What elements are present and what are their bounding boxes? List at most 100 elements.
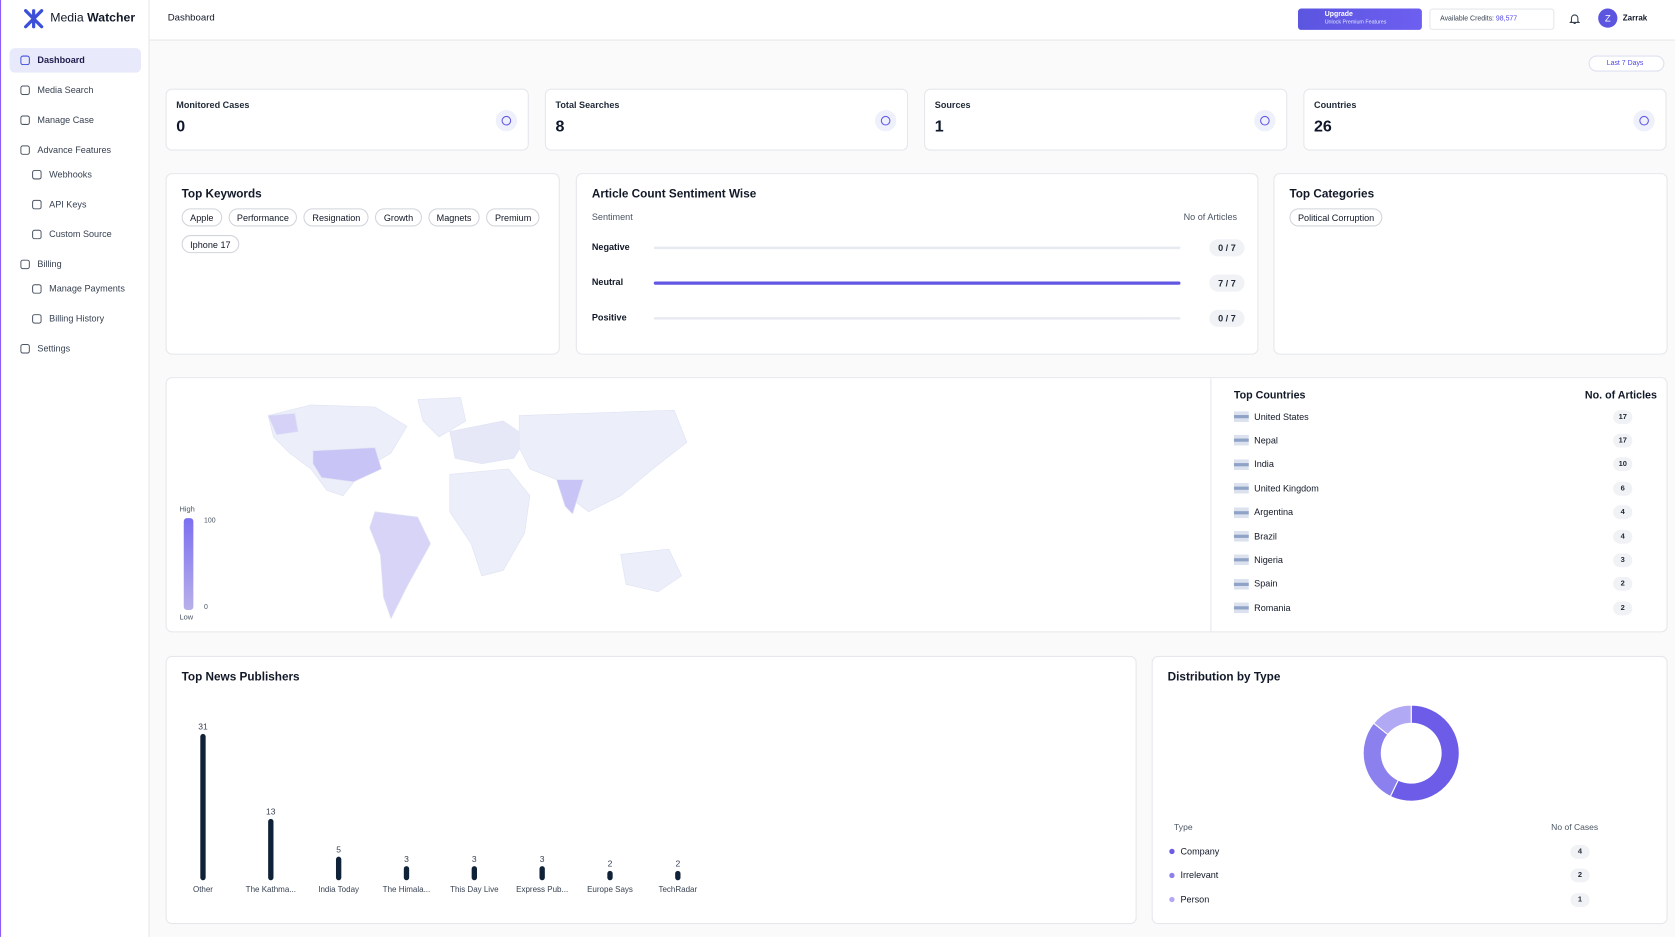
category-list: Political Corruption (1289, 207, 1658, 234)
country-count: 17 (1613, 409, 1633, 424)
legend-min: 0 (204, 604, 208, 611)
sentiment-count: 7 / 7 (1209, 274, 1245, 292)
nav-item[interactable]: Manage Payments (10, 277, 141, 302)
bar (607, 870, 613, 881)
nav-icon (32, 169, 42, 180)
sentiment-name: Neutral (591, 276, 624, 288)
stat-value: 26 (1314, 117, 1332, 136)
land (417, 397, 467, 438)
keyword-list: Apple Performance Resignation Growth Magnets… (181, 207, 551, 260)
nav-item[interactable]: Advance Features (10, 138, 141, 163)
nav-label: Billing (37, 258, 62, 270)
publishers-card: Top News Publishers 31 Other 13 The Kathma..… (165, 655, 1137, 925)
keyword-chip: Iphone 17 (181, 235, 240, 254)
country-count: 6 (1613, 481, 1633, 496)
nav-item[interactable]: Manage Case (10, 108, 141, 133)
publishers-title: Top News Publishers (181, 670, 300, 684)
land (369, 511, 431, 620)
legend-dot (1169, 872, 1175, 879)
nav-icon-shape (20, 115, 30, 125)
country-name: United States (1254, 410, 1309, 422)
nav-item[interactable]: Billing (10, 252, 141, 277)
categories-title: Top Categories (1289, 188, 1375, 201)
flag (1233, 435, 1249, 446)
world-map (267, 397, 688, 620)
nav-item[interactable]: Billing History (10, 307, 141, 332)
publishers-chart: 31 Other 13 The Kathma... 5 India Today 3 The H… (193, 722, 698, 894)
nav-item[interactable]: Media Search (10, 78, 141, 103)
legend-bar (183, 518, 194, 610)
sidebar: Media Watcher Dashboard Media Search Manage… (0, 0, 150, 937)
land (449, 468, 531, 577)
legend-high: High (179, 505, 194, 514)
brand: Media Watcher (50, 12, 135, 25)
stat-card: Countries 26 (1303, 88, 1667, 151)
flag (1233, 578, 1249, 590)
keywords-title: Top Keywords (181, 188, 262, 201)
icon-bg (1254, 110, 1276, 132)
flag-stripe (1233, 606, 1249, 610)
nav-icon (20, 343, 30, 354)
bar-value: 13 (266, 807, 276, 817)
x-tick-label: Express Pub... (516, 885, 568, 894)
stat-value: 1 (934, 117, 944, 136)
land (518, 409, 688, 513)
flag-stripe (1233, 510, 1249, 514)
flag-stripe (1233, 462, 1249, 467)
nav-label: Manage Case (37, 114, 94, 125)
stat-label: Monitored Cases (176, 99, 250, 111)
nav-item[interactable]: Dashboard (9, 48, 142, 73)
legend-low: Low (179, 613, 193, 622)
distribution-title: Distribution by Type (1167, 670, 1281, 684)
flag-stripe (1233, 486, 1249, 491)
x-tick-label: The Kathma... (246, 885, 296, 894)
icon (1633, 110, 1655, 132)
header: Dashboard Upgrade Unlock Premium Features A… (149, 0, 1675, 41)
nav-icon-shape (32, 169, 42, 180)
nav-icon (32, 229, 42, 240)
donut-segment (1389, 704, 1460, 802)
country-count: 4 (1613, 529, 1633, 544)
nav-icon-shape (20, 55, 30, 66)
countries-title: Top Countries (1233, 389, 1306, 402)
bar-value: 2 (608, 859, 613, 869)
land (620, 548, 682, 593)
nav-icon-shape (20, 85, 30, 96)
country-name: Brazil (1254, 530, 1277, 542)
nav-item[interactable]: Settings (10, 337, 141, 362)
flag-stripe (1233, 415, 1249, 419)
keyword-chip: Apple (181, 208, 222, 227)
stat-card: Sources 1 (924, 88, 1288, 151)
date-filter[interactable]: Last 7 Days (1588, 55, 1665, 72)
keyword-chip: Performance (228, 208, 298, 227)
icon-bg (874, 110, 897, 132)
country-count: 3 (1613, 553, 1633, 568)
icon-glyph (1260, 115, 1270, 126)
bar (675, 870, 681, 881)
nav-item[interactable]: Custom Source (10, 222, 141, 247)
stat-label: Total Searches (555, 99, 620, 111)
nav-icon (32, 199, 42, 210)
country-count: 17 (1613, 433, 1633, 448)
nav-icon-shape (20, 343, 30, 354)
nav-icon (32, 284, 42, 294)
avatar[interactable]: Z (1598, 8, 1618, 28)
nav-item[interactable]: API Keys (10, 192, 141, 217)
map-legend: High Low 100 0 (179, 505, 215, 622)
bar-value: 5 (336, 844, 341, 854)
countries-col-value: No. of Articles (1584, 389, 1657, 402)
country-name: Romania (1254, 602, 1291, 613)
distribution-col-value: No of Cases (1551, 822, 1599, 833)
land (267, 413, 299, 436)
credits[interactable]: Available Credits: 98,577 (1429, 8, 1555, 30)
bar (471, 866, 477, 881)
stat-card: Total Searches 8 (544, 88, 909, 151)
keyword-chip: Magnets (428, 208, 481, 227)
country-count: 10 (1613, 457, 1633, 472)
donut-chart (1169, 704, 1460, 903)
nav-item[interactable]: Webhooks (10, 162, 141, 187)
nav-icon (32, 314, 42, 324)
flag (1233, 530, 1249, 542)
type-count: 4 (1570, 844, 1590, 859)
upgrade-button[interactable]: Upgrade Unlock Premium Features (1297, 8, 1422, 30)
